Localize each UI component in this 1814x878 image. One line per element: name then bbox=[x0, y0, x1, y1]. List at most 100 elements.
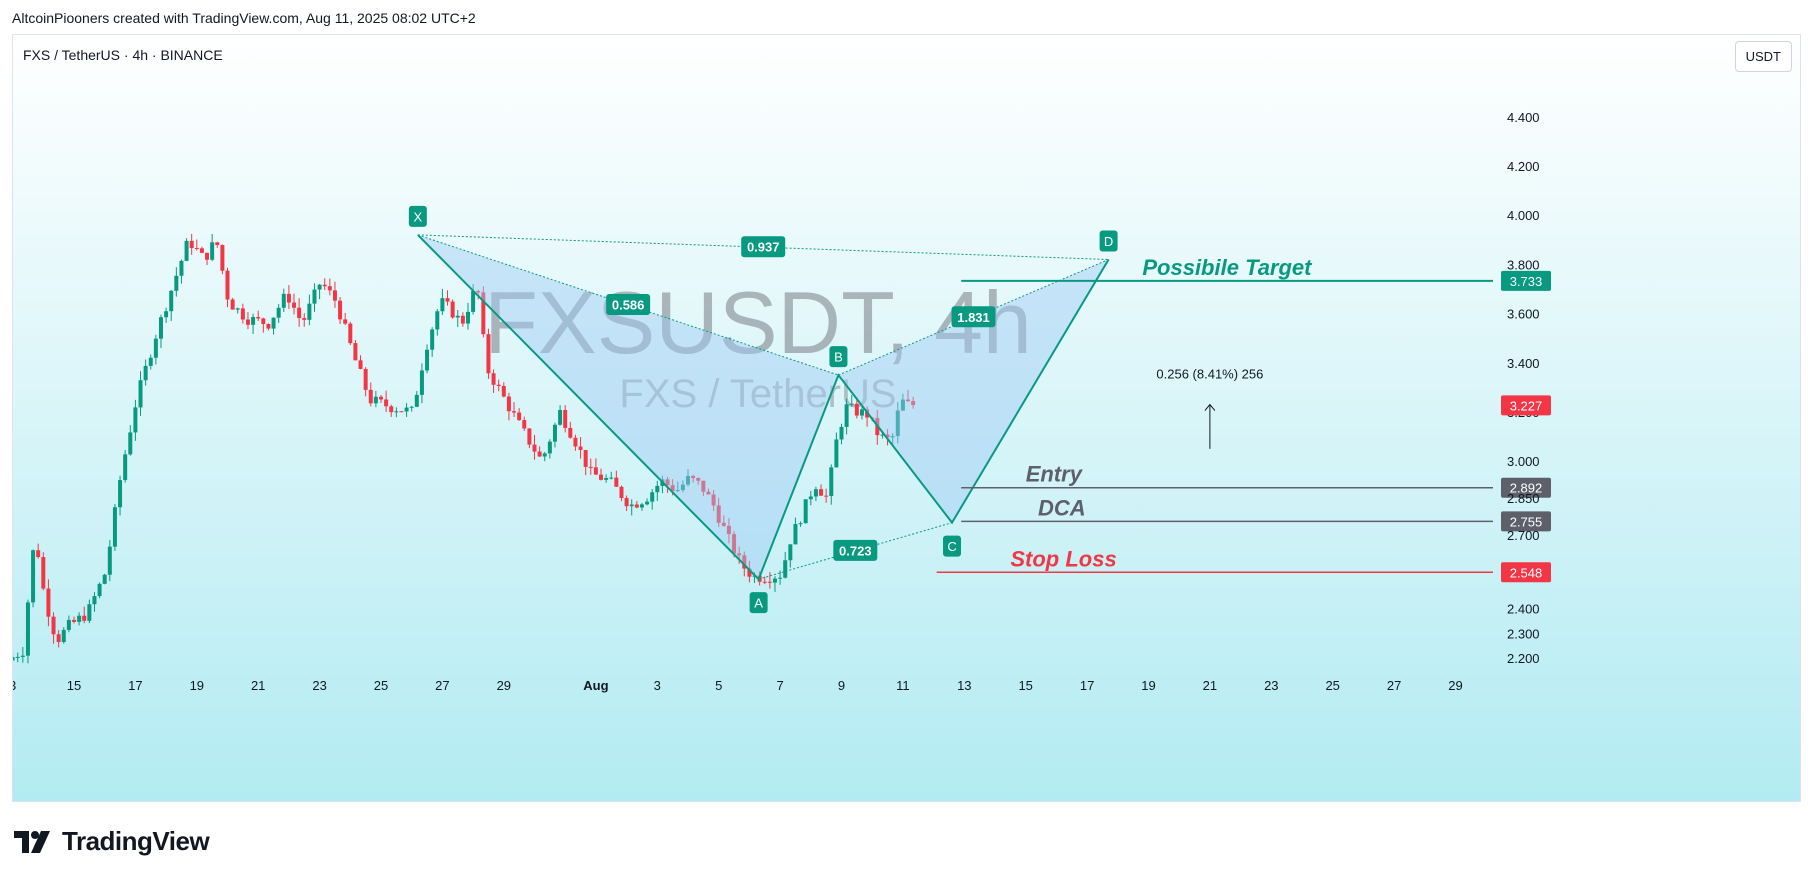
candle-body[interactable] bbox=[51, 616, 56, 635]
candle-body[interactable] bbox=[36, 550, 41, 558]
chart-pane[interactable]: FXSUSDT, 4h FXS / TetherUS 0.586 0.937 0.72… bbox=[12, 34, 1801, 802]
candle-body[interactable] bbox=[788, 544, 793, 561]
candle-body[interactable] bbox=[302, 318, 307, 320]
candle-body[interactable] bbox=[445, 298, 450, 302]
candle-body[interactable] bbox=[890, 436, 895, 438]
candle-body[interactable] bbox=[123, 454, 128, 481]
candle-body[interactable] bbox=[527, 428, 532, 445]
candle-body[interactable] bbox=[414, 394, 419, 407]
candle-body[interactable] bbox=[189, 240, 194, 249]
candle-body[interactable] bbox=[706, 491, 711, 495]
candle-body[interactable] bbox=[476, 291, 481, 293]
candle-body[interactable] bbox=[174, 275, 179, 291]
candle-body[interactable] bbox=[522, 420, 527, 429]
candle-body[interactable] bbox=[143, 365, 148, 381]
candle-body[interactable] bbox=[194, 248, 199, 250]
candle-body[interactable] bbox=[112, 507, 117, 547]
pattern-point-d[interactable] bbox=[1099, 230, 1118, 252]
candle-body[interactable] bbox=[56, 634, 61, 643]
candle-body[interactable] bbox=[839, 426, 844, 440]
candle-body[interactable] bbox=[220, 245, 225, 271]
candle-body[interactable] bbox=[25, 602, 30, 656]
candle-body[interactable] bbox=[670, 485, 675, 492]
candle-body[interactable] bbox=[517, 412, 522, 421]
candle-body[interactable] bbox=[409, 406, 414, 408]
candle-body[interactable] bbox=[373, 396, 378, 404]
candle-body[interactable] bbox=[599, 474, 604, 480]
candle-body[interactable] bbox=[292, 302, 297, 308]
candle-body[interactable] bbox=[680, 484, 685, 491]
candle-body[interactable] bbox=[619, 486, 624, 499]
ratio-badge-0.937[interactable] bbox=[741, 236, 786, 258]
candle-body[interactable] bbox=[742, 555, 747, 569]
candle-body[interactable] bbox=[496, 384, 501, 387]
candle-body[interactable] bbox=[215, 242, 220, 246]
candle-body[interactable] bbox=[512, 411, 517, 413]
candle-body[interactable] bbox=[624, 498, 629, 507]
candle-body[interactable] bbox=[609, 477, 614, 479]
candle-body[interactable] bbox=[906, 399, 911, 402]
candle-body[interactable] bbox=[691, 475, 696, 479]
candle-body[interactable] bbox=[634, 504, 639, 508]
candle-body[interactable] bbox=[327, 286, 332, 291]
candle-body[interactable] bbox=[281, 293, 286, 308]
candle-body[interactable] bbox=[158, 317, 163, 339]
candle-body[interactable] bbox=[317, 284, 322, 290]
candle-body[interactable] bbox=[532, 444, 537, 452]
candle-body[interactable] bbox=[583, 450, 588, 467]
candle-body[interactable] bbox=[895, 410, 900, 437]
candle-body[interactable] bbox=[338, 300, 343, 320]
candle-body[interactable] bbox=[803, 499, 808, 524]
candle-body[interactable] bbox=[819, 489, 824, 496]
candle-body[interactable] bbox=[783, 560, 788, 578]
candle-body[interactable] bbox=[343, 319, 348, 324]
candle-body[interactable] bbox=[726, 525, 731, 535]
candle-body[interactable] bbox=[394, 411, 399, 413]
candle-body[interactable] bbox=[829, 467, 834, 497]
candle-body[interactable] bbox=[880, 434, 885, 436]
candle-body[interactable] bbox=[31, 550, 36, 603]
candle-body[interactable] bbox=[573, 437, 578, 447]
candle-body[interactable] bbox=[721, 522, 726, 526]
candle-body[interactable] bbox=[133, 407, 138, 433]
candle-body[interactable] bbox=[92, 596, 97, 605]
ratio-badge-1.831[interactable] bbox=[951, 306, 996, 328]
candle-body[interactable] bbox=[900, 399, 905, 411]
candle-body[interactable] bbox=[419, 370, 424, 395]
candle-body[interactable] bbox=[808, 496, 813, 500]
candle-body[interactable] bbox=[379, 396, 383, 400]
candle-body[interactable] bbox=[604, 477, 609, 480]
pattern-point-b[interactable] bbox=[829, 346, 848, 368]
candle-body[interactable] bbox=[614, 477, 619, 487]
candle-body[interactable] bbox=[363, 368, 368, 390]
candle-body[interactable] bbox=[235, 308, 240, 310]
candle-body[interactable] bbox=[732, 534, 737, 554]
candle-body[interactable] bbox=[353, 343, 358, 361]
candle-body[interactable] bbox=[210, 242, 215, 260]
candle-body[interactable] bbox=[404, 407, 409, 412]
candle-body[interactable] bbox=[440, 298, 445, 312]
candle-body[interactable] bbox=[655, 485, 660, 493]
candle-body[interactable] bbox=[332, 290, 337, 301]
candle-body[interactable] bbox=[563, 409, 568, 428]
candle-body[interactable] bbox=[225, 270, 230, 300]
candle-body[interactable] bbox=[471, 291, 476, 312]
candle-body[interactable] bbox=[20, 655, 25, 657]
candle-body[interactable] bbox=[824, 495, 829, 497]
candle-body[interactable] bbox=[276, 307, 281, 318]
candle-body[interactable] bbox=[251, 316, 256, 325]
pattern-point-c[interactable] bbox=[943, 535, 962, 557]
candle-body[interactable] bbox=[271, 317, 276, 329]
candle-body[interactable] bbox=[772, 578, 777, 583]
candle-body[interactable] bbox=[455, 315, 460, 318]
candle-body[interactable] bbox=[389, 406, 394, 413]
candle-body[interactable] bbox=[15, 656, 20, 658]
symbol-info[interactable]: FXS / TetherUS · 4h · BINANCE bbox=[23, 47, 223, 63]
candle-body[interactable] bbox=[675, 490, 680, 492]
candle-body[interactable] bbox=[297, 307, 302, 319]
candle-body[interactable] bbox=[118, 480, 123, 508]
candle-body[interactable] bbox=[450, 301, 455, 318]
candle-body[interactable] bbox=[261, 318, 266, 325]
currency-unit-button[interactable]: USDT bbox=[1734, 41, 1792, 72]
candle-body[interactable] bbox=[77, 615, 82, 622]
